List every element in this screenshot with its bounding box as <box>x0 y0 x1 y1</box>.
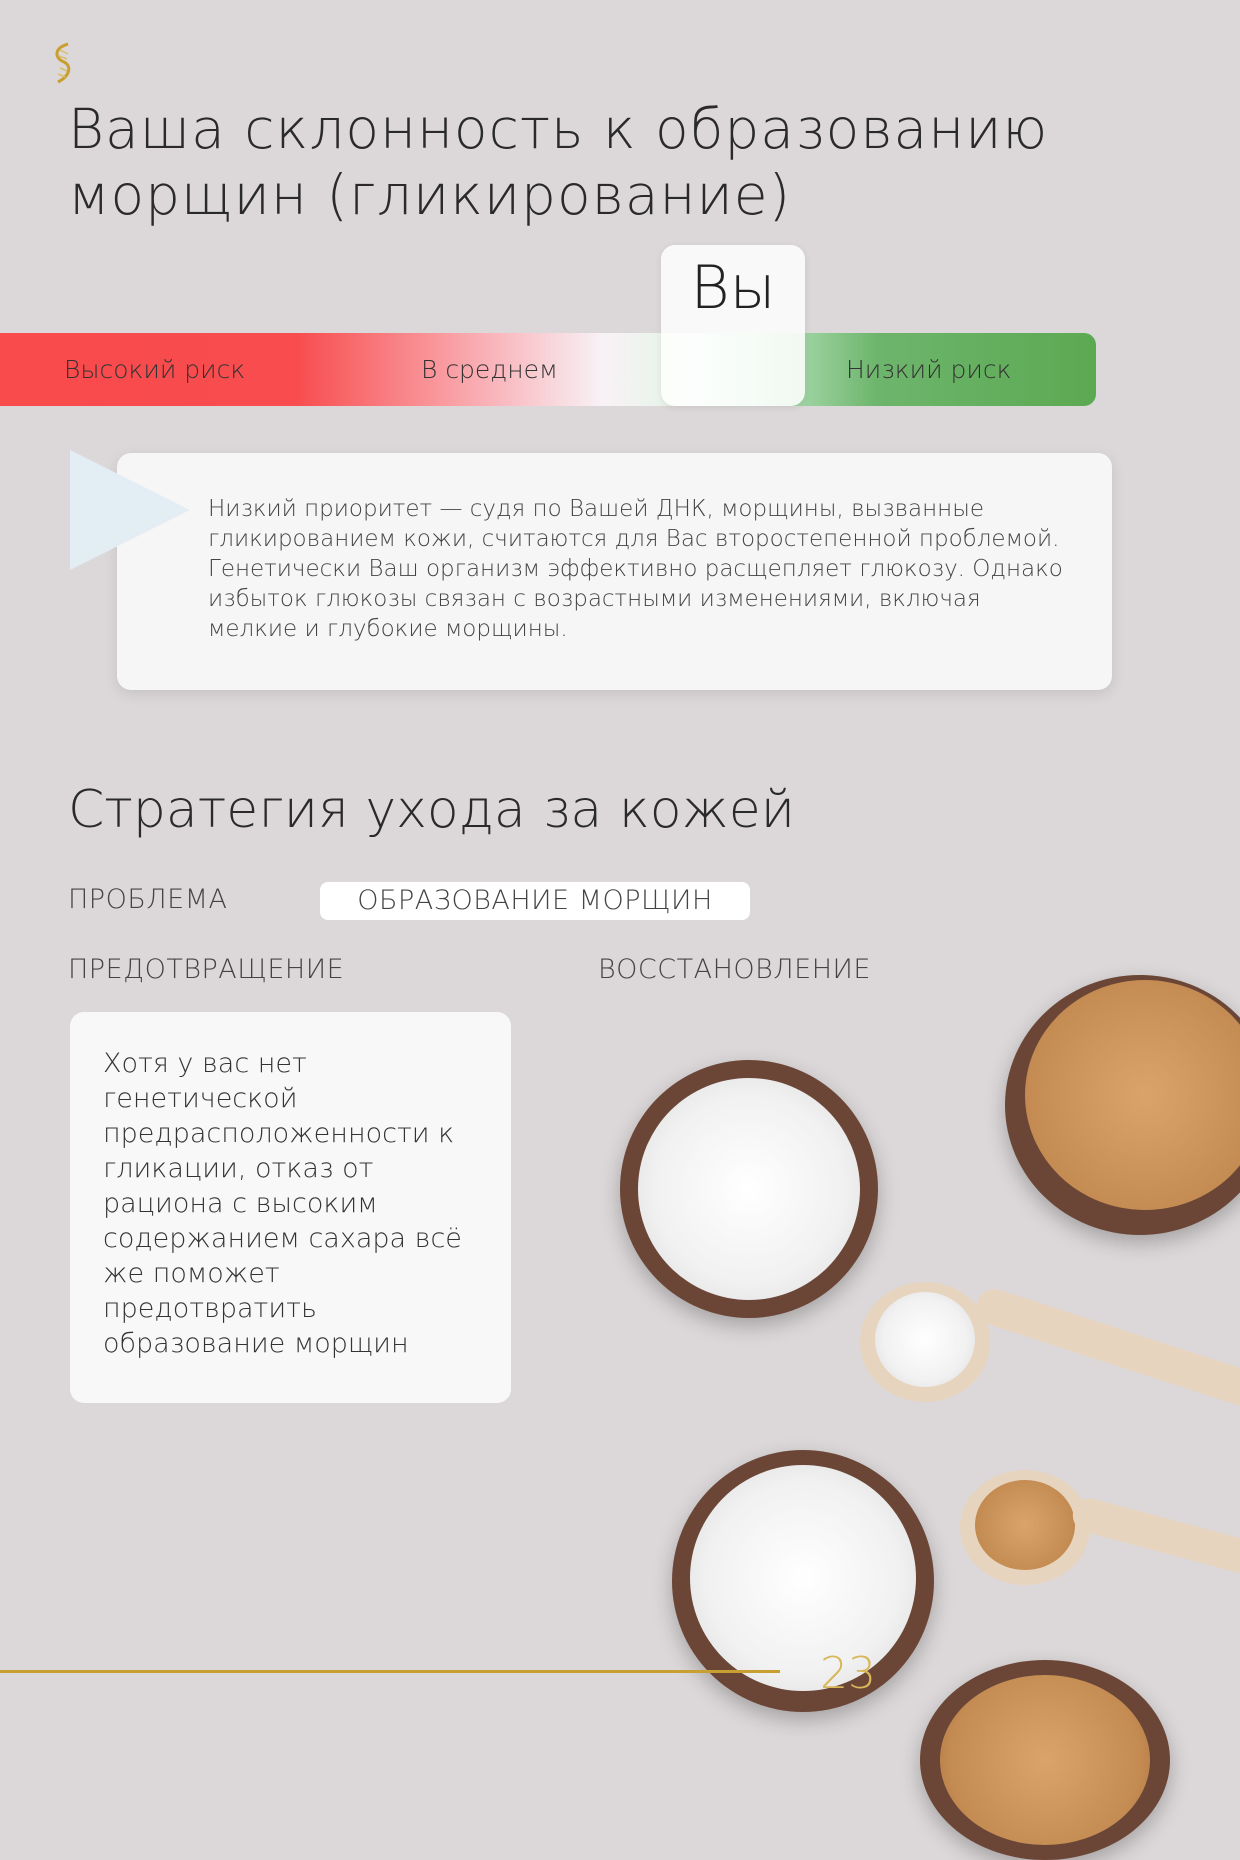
you-marker: Вы <box>661 245 805 406</box>
prevention-card <box>70 1012 511 1403</box>
risk-label-high: Высокий риск <box>64 355 246 384</box>
footer-divider <box>0 1670 780 1673</box>
problem-value: ОБРАЗОВАНИЕ МОРЩИН <box>320 882 750 920</box>
section-title: Стратегия ухода за кожей <box>68 780 795 840</box>
play-triangle-icon <box>70 450 190 570</box>
prevention-text: Хотя у вас нет генетической предрасполож… <box>103 1048 462 1359</box>
prevention-label: ПРЕДОТВРАЩЕНИЕ <box>68 954 345 985</box>
risk-scale-bar: Высокий риск В среднем Низкий риск <box>0 333 1096 406</box>
problem-label: ПРОБЛЕМА <box>68 884 228 915</box>
you-marker-label: Вы <box>690 253 776 323</box>
risk-label-average: В среднем <box>421 355 558 384</box>
result-text: Низкий приоритет — судя по Вашей ДНК, мо… <box>208 496 1063 642</box>
page-title: Ваша склонность к образованию морщин (гл… <box>68 97 1049 227</box>
page-number: 23 <box>820 1648 876 1699</box>
recovery-label: ВОССТАНОВЛЕНИЕ <box>598 954 871 985</box>
dna-helix-icon <box>55 42 71 84</box>
sugar-photo <box>600 960 1240 1860</box>
result-card <box>117 453 1112 690</box>
risk-label-low: Низкий риск <box>846 355 1012 384</box>
